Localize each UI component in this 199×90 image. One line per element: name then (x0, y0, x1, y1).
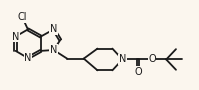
Text: O: O (148, 54, 156, 64)
Text: N: N (50, 45, 57, 55)
Text: N: N (24, 53, 32, 63)
Text: N: N (119, 54, 126, 64)
Text: Cl: Cl (18, 12, 27, 22)
Text: N: N (12, 32, 19, 42)
Text: O: O (134, 67, 142, 77)
Text: N: N (50, 24, 57, 34)
